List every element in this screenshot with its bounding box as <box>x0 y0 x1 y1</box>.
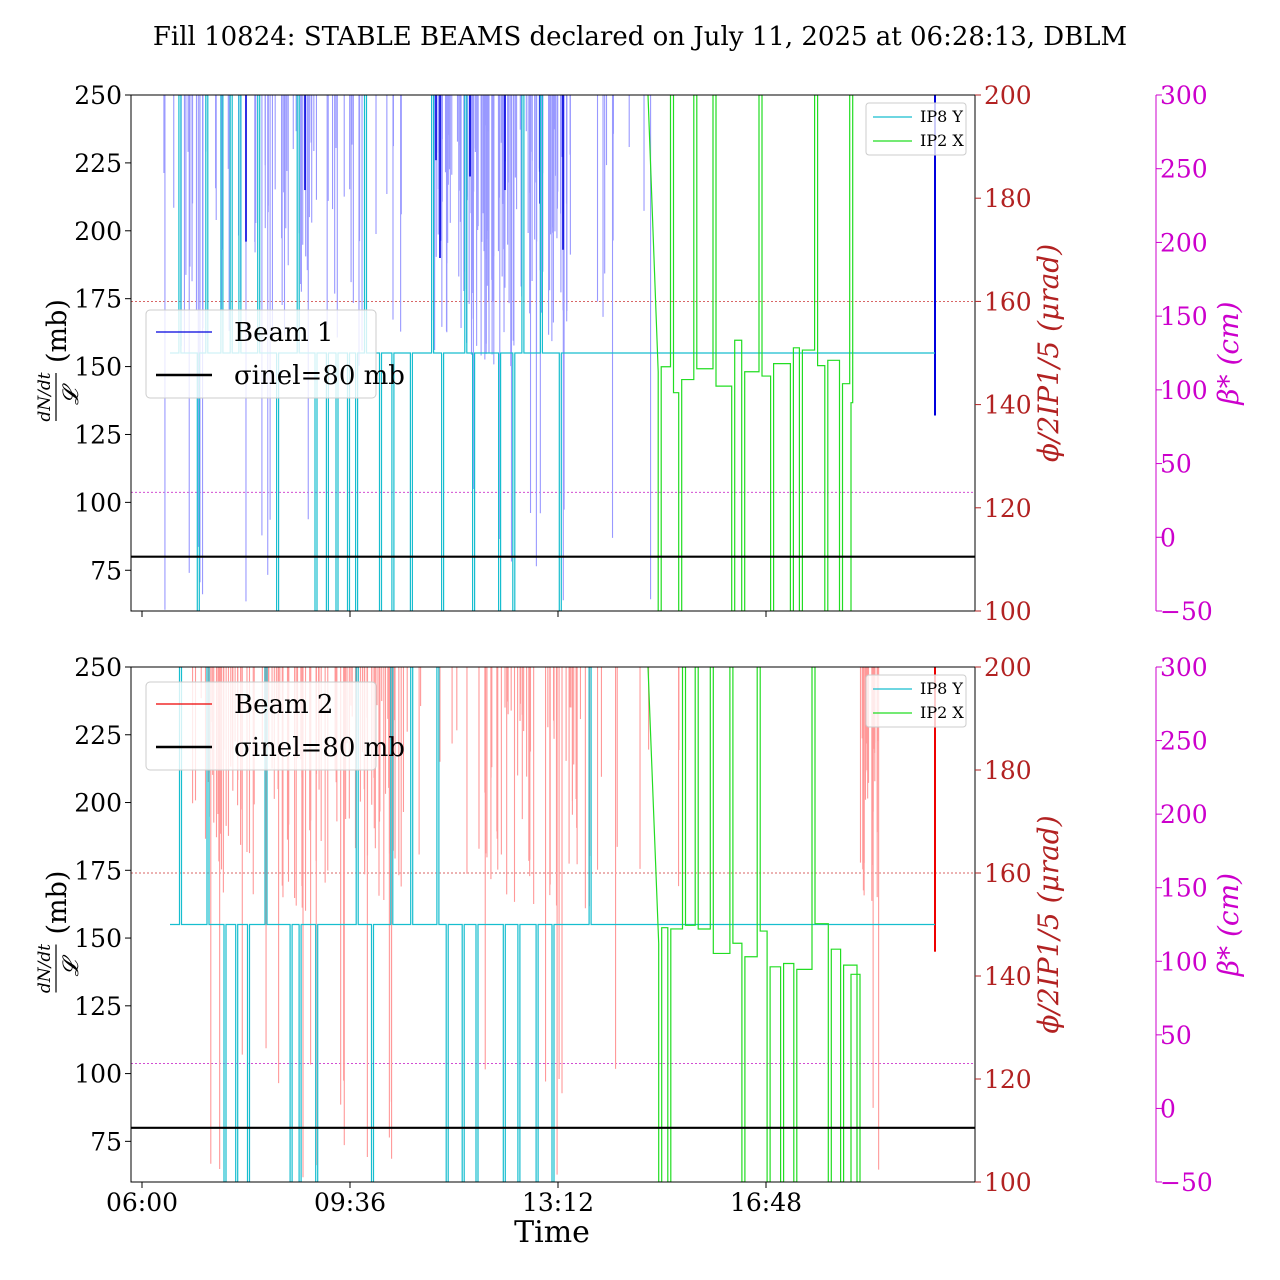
left-axis: 75 100 125 150 175 200 225 250 <box>74 81 131 585</box>
beta-star-axis-label-text: β* (cm) <box>1212 301 1245 405</box>
beta-star-tick-label: 50 <box>1160 450 1192 479</box>
left-tick-label: 175 <box>74 856 122 885</box>
crossing-angle-tick-label: 200 <box>984 653 1032 682</box>
legend-secondary-label: IP8 Y <box>920 679 963 698</box>
chart-title: Fill 10824: STABLE BEAMS declared on Jul… <box>153 22 1127 52</box>
panels: 75 100 125 150 175 200 225 250 100 120 140 160 180 20… <box>35 81 1245 1217</box>
legend-main-label: Beam 1 <box>234 318 333 348</box>
left-axis-label: dN/dt 𝓛 (mb) <box>35 299 84 422</box>
left-tick-label: 125 <box>74 420 122 449</box>
left-axis-label-unit: (mb) <box>42 299 73 363</box>
beta-star-axis: −50 0 50 100 150 200 250 300 <box>1155 81 1213 626</box>
beta-star-axis-label: β* (cm) <box>1212 301 1245 405</box>
crossing-angle-tick-label: 100 <box>984 1168 1032 1197</box>
legend-main: Beam 1 σinel=80 mb <box>145 309 405 399</box>
ip2-x-trace <box>647 95 854 611</box>
beta-star-tick-label: 200 <box>1160 228 1208 257</box>
beta-star-tick-label: 150 <box>1160 302 1208 331</box>
beta-star-tick-label: 100 <box>1160 947 1208 976</box>
crossing-angle-axis-label-text: ϕ/2IP1/5 (μrad) <box>1032 815 1065 1033</box>
crossing-angle-tick-label: 140 <box>984 962 1032 991</box>
left-tick-label: 250 <box>74 81 122 110</box>
beta-star-axis-label: β* (cm) <box>1212 873 1245 977</box>
x-tick-label: 13:12 <box>522 1188 594 1217</box>
legend-secondary-label: IP2 X <box>920 131 964 150</box>
legend-secondary-box <box>865 102 967 156</box>
ip2-x-trace <box>647 667 861 1182</box>
legend-secondary: IP8 Y IP2 X <box>865 674 967 728</box>
x-tick-label: 16:48 <box>730 1188 802 1217</box>
ip8-y-trace <box>170 667 935 1182</box>
legend-main-label: Beam 2 <box>234 690 333 720</box>
crossing-angle-tick-label: 160 <box>984 287 1032 316</box>
beta-star-tick-label: 100 <box>1160 376 1208 405</box>
legend-secondary-label: IP2 X <box>920 703 964 722</box>
x-tick-label: 06:00 <box>106 1188 178 1217</box>
beta-star-tick-label: −50 <box>1160 597 1213 626</box>
crossing-angle-tick-label: 140 <box>984 391 1032 420</box>
legend-main-label: σinel=80 mb <box>234 361 405 391</box>
crossing-angle-tick-label: 120 <box>984 494 1032 523</box>
left-tick-label: 225 <box>74 149 122 178</box>
left-tick-label: 200 <box>74 217 122 246</box>
beta-star-tick-label: 300 <box>1160 653 1208 682</box>
plot-area <box>131 667 975 1182</box>
legend-secondary-box <box>865 674 967 728</box>
panel-top: 75 100 125 150 175 200 225 250 100 120 140 160 180 20… <box>35 81 1245 626</box>
left-axis-label-numerator: dN/dt <box>35 944 55 993</box>
left-axis-label-unit: (mb) <box>42 871 73 935</box>
crossing-angle-tick-label: 120 <box>984 1065 1032 1094</box>
panel-bottom: 75 100 125 150 175 200 225 250 100 120 140 160 180 20… <box>35 653 1245 1217</box>
left-tick-label: 100 <box>74 488 122 517</box>
left-axis: 75 100 125 150 175 200 225 250 <box>74 653 131 1156</box>
x-tick-label: 09:36 <box>314 1188 386 1217</box>
plot-area <box>131 95 975 611</box>
crossing-angle-axis: 100 120 140 160 180 200 <box>975 653 1032 1197</box>
legend-main: Beam 2 σinel=80 mb <box>145 681 405 771</box>
plot-frame <box>130 94 976 612</box>
left-tick-label: 200 <box>74 789 122 818</box>
left-axis-label-denominator: 𝓛 <box>59 383 84 405</box>
left-axis-label-denominator: 𝓛 <box>59 955 84 977</box>
beta-star-tick-label: 250 <box>1160 727 1208 756</box>
left-tick-label: 150 <box>74 924 122 953</box>
x-axis-label: Time <box>514 1215 590 1250</box>
left-tick-label: 225 <box>74 721 122 750</box>
beta-star-tick-label: 150 <box>1160 874 1208 903</box>
crossing-angle-tick-label: 100 <box>984 597 1032 626</box>
beta-star-tick-label: −50 <box>1160 1168 1213 1197</box>
crossing-angle-tick-label: 180 <box>984 756 1032 785</box>
beta-star-tick-label: 300 <box>1160 81 1208 110</box>
crossing-angle-tick-label: 200 <box>984 81 1032 110</box>
beta-star-tick-label: 0 <box>1160 523 1176 552</box>
beta-star-tick-label: 200 <box>1160 800 1208 829</box>
beta-star-tick-label: 0 <box>1160 1094 1176 1123</box>
left-tick-label: 175 <box>74 285 122 314</box>
x-axis: 06:00 09:36 13:12 16:48 <box>106 1182 802 1217</box>
plot-frame <box>130 666 976 1183</box>
crossing-angle-tick-label: 160 <box>984 859 1032 888</box>
legend-main-label: σinel=80 mb <box>234 733 405 763</box>
crossing-angle-axis-label: ϕ/2IP1/5 (μrad) <box>1032 815 1065 1033</box>
left-tick-label: 250 <box>74 653 122 682</box>
left-tick-label: 75 <box>90 1127 122 1156</box>
left-axis-label-numerator: dN/dt <box>35 372 55 421</box>
left-tick-label: 75 <box>90 556 122 585</box>
beta-star-axis-label-text: β* (cm) <box>1212 873 1245 977</box>
x-axis <box>141 611 767 617</box>
left-tick-label: 150 <box>74 353 122 382</box>
beta-star-axis: −50 0 50 100 150 200 250 300 <box>1155 653 1213 1197</box>
crossing-angle-axis-label-text: ϕ/2IP1/5 (μrad) <box>1032 244 1065 462</box>
left-tick-label: 125 <box>74 992 122 1021</box>
left-tick-label: 100 <box>74 1060 122 1089</box>
beta-star-tick-label: 250 <box>1160 155 1208 184</box>
crossing-angle-axis: 100 120 140 160 180 200 <box>975 81 1032 626</box>
legend-secondary-label: IP8 Y <box>920 107 963 126</box>
legend-secondary: IP8 Y IP2 X <box>865 102 967 156</box>
crossing-angle-tick-label: 180 <box>984 184 1032 213</box>
beta-star-tick-label: 50 <box>1160 1021 1192 1050</box>
crossing-angle-axis-label: ϕ/2IP1/5 (μrad) <box>1032 244 1065 462</box>
